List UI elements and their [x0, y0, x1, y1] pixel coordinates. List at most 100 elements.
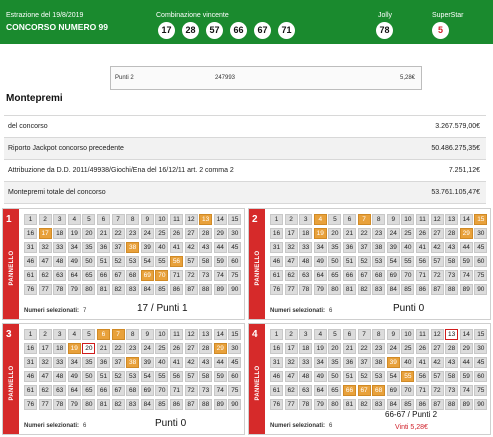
number-cell[interactable]: 89 [213, 399, 227, 410]
number-cell[interactable]: 26 [415, 343, 429, 354]
number-cell[interactable]: 28 [445, 228, 459, 239]
number-cell[interactable]: 41 [169, 357, 183, 368]
number-cell[interactable]: 58 [199, 256, 213, 267]
number-cell[interactable]: 49 [313, 371, 327, 382]
number-cell[interactable]: 6 [342, 329, 356, 340]
number-cell[interactable]: 84 [140, 284, 154, 295]
number-cell[interactable]: 13 [445, 329, 459, 340]
number-cell[interactable]: 74 [459, 385, 473, 396]
number-cell[interactable]: 83 [372, 284, 386, 295]
number-cell[interactable]: 26 [169, 343, 183, 354]
number-cell[interactable]: 8 [126, 329, 140, 340]
number-cell[interactable]: 34 [313, 242, 327, 253]
number-cell[interactable]: 64 [67, 270, 81, 281]
number-cell[interactable]: 85 [155, 399, 169, 410]
number-cell[interactable]: 16 [270, 343, 283, 354]
number-cell[interactable]: 25 [401, 228, 415, 239]
number-cell[interactable]: 18 [299, 343, 313, 354]
number-cell[interactable]: 48 [53, 371, 67, 382]
number-cell[interactable]: 60 [228, 371, 242, 382]
number-cell[interactable]: 12 [184, 329, 198, 340]
number-cell[interactable]: 72 [184, 270, 198, 281]
number-cell[interactable]: 84 [386, 284, 400, 295]
number-cell[interactable]: 45 [474, 242, 488, 253]
number-cell[interactable]: 68 [126, 270, 140, 281]
number-cell[interactable]: 39 [386, 357, 400, 368]
number-cell[interactable]: 30 [474, 343, 488, 354]
number-cell[interactable]: 55 [155, 371, 169, 382]
number-cell[interactable]: 71 [415, 270, 429, 281]
number-cell[interactable]: 20 [82, 343, 96, 354]
number-cell[interactable]: 31 [24, 357, 37, 368]
number-cell[interactable]: 23 [372, 228, 386, 239]
number-cell[interactable]: 78 [53, 399, 67, 410]
number-cell[interactable]: 90 [228, 284, 242, 295]
number-cell[interactable]: 11 [415, 214, 429, 225]
number-cell[interactable]: 14 [213, 214, 227, 225]
number-cell[interactable]: 22 [357, 228, 371, 239]
number-cell[interactable]: 43 [445, 357, 459, 368]
number-cell[interactable]: 29 [213, 228, 227, 239]
number-cell[interactable]: 19 [313, 343, 327, 354]
number-cell[interactable]: 76 [24, 399, 37, 410]
number-cell[interactable]: 67 [357, 270, 371, 281]
number-cell[interactable]: 47 [284, 371, 298, 382]
number-cell[interactable]: 14 [213, 329, 227, 340]
number-cell[interactable]: 57 [430, 256, 444, 267]
number-cell[interactable]: 37 [111, 357, 125, 368]
number-cell[interactable]: 12 [430, 214, 444, 225]
number-cell[interactable]: 52 [111, 371, 125, 382]
number-cell[interactable]: 75 [474, 385, 488, 396]
number-cell[interactable]: 69 [386, 270, 400, 281]
number-cell[interactable]: 51 [96, 371, 110, 382]
number-cell[interactable]: 17 [284, 228, 298, 239]
number-cell[interactable]: 26 [415, 228, 429, 239]
number-cell[interactable]: 34 [313, 357, 327, 368]
number-cell[interactable]: 19 [313, 228, 327, 239]
number-cell[interactable]: 4 [67, 214, 81, 225]
number-cell[interactable]: 49 [67, 371, 81, 382]
number-cell[interactable]: 33 [299, 357, 313, 368]
number-cell[interactable]: 24 [386, 228, 400, 239]
number-cell[interactable]: 80 [328, 284, 342, 295]
number-cell[interactable]: 74 [213, 270, 227, 281]
number-cell[interactable]: 51 [342, 256, 356, 267]
number-cell[interactable]: 5 [82, 214, 96, 225]
number-cell[interactable]: 55 [401, 256, 415, 267]
number-cell[interactable]: 33 [299, 242, 313, 253]
number-cell[interactable]: 81 [96, 399, 110, 410]
number-cell[interactable]: 42 [430, 242, 444, 253]
number-cell[interactable]: 20 [328, 343, 342, 354]
number-cell[interactable]: 27 [184, 228, 198, 239]
number-cell[interactable]: 82 [357, 399, 371, 410]
number-cell[interactable]: 4 [313, 329, 327, 340]
number-cell[interactable]: 36 [96, 242, 110, 253]
number-cell[interactable]: 29 [459, 228, 473, 239]
number-cell[interactable]: 87 [430, 284, 444, 295]
number-cell[interactable]: 38 [372, 242, 386, 253]
number-cell[interactable]: 62 [38, 270, 52, 281]
number-cell[interactable]: 71 [169, 385, 183, 396]
number-cell[interactable]: 79 [67, 284, 81, 295]
number-cell[interactable]: 73 [445, 385, 459, 396]
number-cell[interactable]: 71 [415, 385, 429, 396]
number-cell[interactable]: 72 [430, 385, 444, 396]
number-cell[interactable]: 3 [53, 214, 67, 225]
number-cell[interactable]: 15 [228, 214, 242, 225]
number-cell[interactable]: 79 [313, 399, 327, 410]
number-cell[interactable]: 86 [415, 399, 429, 410]
number-cell[interactable]: 9 [386, 329, 400, 340]
number-cell[interactable]: 86 [415, 284, 429, 295]
number-cell[interactable]: 19 [67, 343, 81, 354]
number-cell[interactable]: 68 [126, 385, 140, 396]
number-cell[interactable]: 33 [53, 242, 67, 253]
number-cell[interactable]: 63 [53, 385, 67, 396]
number-cell[interactable]: 48 [299, 371, 313, 382]
number-cell[interactable]: 16 [24, 228, 37, 239]
number-cell[interactable]: 13 [445, 214, 459, 225]
number-cell[interactable]: 62 [284, 385, 298, 396]
number-cell[interactable]: 20 [82, 228, 96, 239]
number-cell[interactable]: 11 [415, 329, 429, 340]
number-cell[interactable]: 67 [111, 270, 125, 281]
number-cell[interactable]: 63 [53, 270, 67, 281]
